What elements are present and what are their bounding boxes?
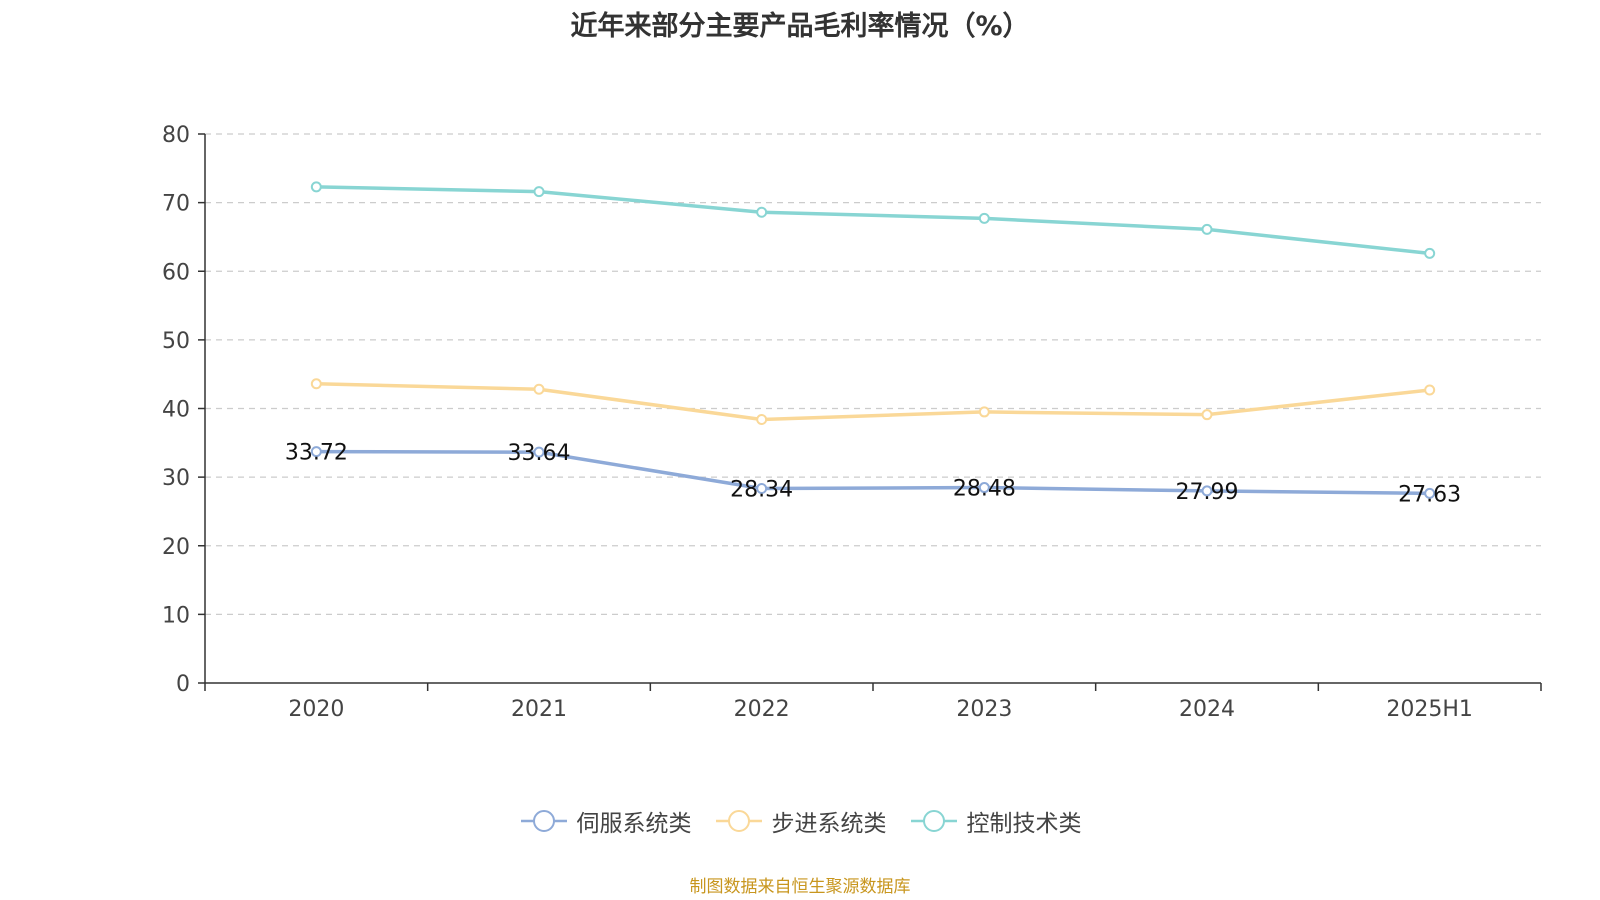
- x-tick-label: 2023: [956, 697, 1012, 722]
- legend-item-2[interactable]: 控制技术类: [909, 804, 1082, 838]
- data-point[interactable]: [1424, 487, 1436, 499]
- y-tick-label: 0: [176, 672, 190, 697]
- y-tick-label: 40: [162, 398, 190, 423]
- y-tick-label: 10: [162, 603, 190, 628]
- series-line-1[interactable]: [314, 382, 1432, 422]
- y-tick-label: 60: [162, 260, 190, 285]
- x-tick-label: 2020: [288, 697, 344, 722]
- legend-label: 控制技术类: [966, 811, 1082, 837]
- legend-marker: [520, 810, 567, 832]
- legend-item-1[interactable]: 步进系统类: [714, 804, 887, 838]
- data-point[interactable]: [1424, 247, 1436, 259]
- legend-label: 步进系统类: [771, 811, 887, 837]
- source-note: 制图数据来自恒生聚源数据库: [689, 877, 911, 897]
- series-line-0[interactable]: [314, 449, 1432, 496]
- legend-marker: [910, 810, 957, 832]
- y-tick-label: 80: [162, 123, 190, 148]
- data-point[interactable]: [1201, 409, 1213, 421]
- data-point[interactable]: [978, 406, 990, 418]
- data-label: 33.72: [285, 441, 348, 466]
- series-lines: [310, 181, 1436, 499]
- x-tick-label: 2024: [1179, 697, 1235, 722]
- y-tick-label: 50: [162, 329, 190, 354]
- data-point[interactable]: [533, 446, 545, 458]
- x-tick-label: 2021: [511, 697, 567, 722]
- data-point[interactable]: [310, 378, 322, 390]
- y-tick-label: 20: [162, 535, 190, 560]
- data-point[interactable]: [1201, 485, 1213, 497]
- series-line-2[interactable]: [314, 185, 1432, 256]
- data-label: 28.48: [953, 477, 1016, 502]
- legend-item-0[interactable]: 伺服系统类: [519, 804, 692, 838]
- data-label: 27.99: [1176, 480, 1239, 505]
- x-tick-label: 2025H1: [1386, 697, 1473, 722]
- data-point[interactable]: [756, 413, 768, 425]
- data-point[interactable]: [533, 186, 545, 198]
- y-tick-label: 30: [162, 466, 190, 491]
- data-point[interactable]: [756, 483, 768, 495]
- chart-title: 近年来部分主要产品毛利率情况（%）: [570, 11, 1030, 42]
- y-tick-label: 70: [162, 192, 190, 217]
- data-point[interactable]: [533, 383, 545, 395]
- data-label: 33.64: [508, 441, 571, 466]
- grid-lines: [205, 133, 1541, 615]
- data-label: 27.63: [1398, 482, 1461, 507]
- x-tick-label: 2022: [734, 697, 790, 722]
- data-labels: 33.72 33.64 28.34 28.48 27.99 27.63: [285, 441, 1461, 508]
- data-point[interactable]: [978, 482, 990, 494]
- axes: 0 10 20 30 40 50 60 70 80 2020 2021 2022 2023 2024 202…: [162, 123, 1542, 722]
- data-label: 28.34: [730, 478, 793, 503]
- data-point[interactable]: [310, 181, 322, 193]
- legend-label: 伺服系统类: [576, 811, 692, 837]
- data-point[interactable]: [1424, 384, 1436, 396]
- data-point[interactable]: [1201, 223, 1213, 235]
- legend: 伺服系统类 步进系统类 控制技术类: [0, 804, 1600, 838]
- data-point[interactable]: [756, 206, 768, 218]
- legend-marker: [715, 810, 762, 832]
- data-point[interactable]: [310, 446, 322, 458]
- data-point[interactable]: [978, 212, 990, 224]
